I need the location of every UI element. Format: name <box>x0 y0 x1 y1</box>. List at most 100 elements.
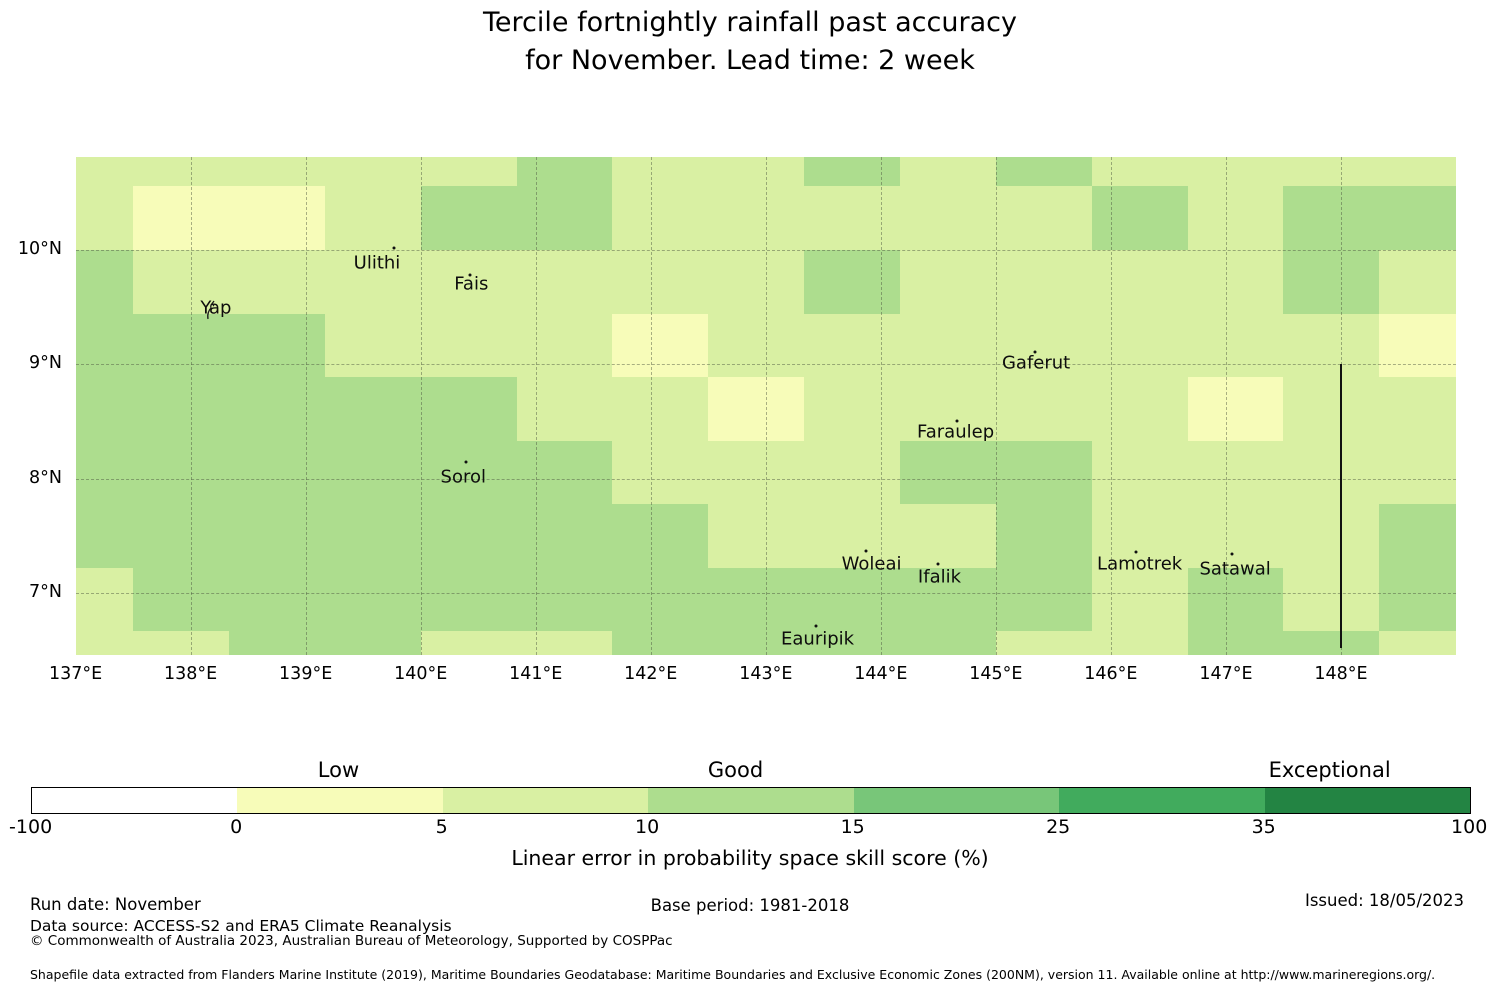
island-label: Fais <box>454 273 489 295</box>
heatmap-cell <box>1379 377 1456 441</box>
heatmap-cell <box>900 313 996 378</box>
heatmap-cell <box>324 186 421 250</box>
map-plot-area: Yap Ulithi Fais Sorol Gaferut Faraulep Woleai I… <box>75 157 1456 655</box>
heatmap-cell <box>708 249 805 314</box>
heatmap-cell <box>708 631 805 655</box>
longitude-gridline <box>765 157 767 655</box>
colorbar-segment <box>237 788 443 813</box>
colorbar-axis-label: Linear error in probability space skill … <box>511 846 989 870</box>
heatmap-cell <box>708 377 805 441</box>
chart-title: Tercile fortnightly rainfall past accura… <box>0 4 1500 80</box>
longitude-gridline <box>305 157 307 655</box>
heatmap-cell <box>324 567 421 632</box>
heatmap-cell <box>900 440 996 505</box>
heatmap-cell <box>612 186 709 250</box>
island-label: Lamotrek <box>1097 553 1183 575</box>
heatmap-cell <box>804 440 901 505</box>
heatmap-cell <box>1379 157 1456 187</box>
heatmap-cell <box>420 631 517 655</box>
x-tick-label: 142°E <box>624 664 678 684</box>
heatmap-cell <box>900 249 996 314</box>
colorbar-segment <box>31 788 238 813</box>
heatmap-cell <box>1283 186 1380 250</box>
heatmap-cell <box>612 313 709 378</box>
heatmap-cell <box>1283 249 1380 314</box>
island-outline-icon <box>207 300 215 320</box>
heatmap-cell <box>1283 504 1380 568</box>
heatmap-cell <box>995 186 1092 250</box>
heatmap-cell <box>1283 440 1380 505</box>
heatmap-cell <box>1379 313 1456 378</box>
colorbar-tick-label: 5 <box>435 816 448 838</box>
island-dot-marker <box>468 273 472 277</box>
heatmap-cell <box>75 313 134 378</box>
heatmap-cell <box>1283 377 1380 441</box>
heatmap-cell <box>612 440 709 505</box>
heatmap-cell <box>133 157 229 187</box>
heatmap-cell <box>75 186 134 250</box>
heatmap-cell <box>612 157 709 187</box>
heatmap-cell <box>1091 440 1188 505</box>
heatmap-cell <box>1091 157 1188 187</box>
island-dot-marker <box>392 246 396 250</box>
heatmap-cell <box>516 157 613 187</box>
island-dot-marker <box>864 549 868 553</box>
heatmap-cell <box>708 157 805 187</box>
heatmap-cell <box>228 186 325 250</box>
island-dot-marker <box>1033 350 1037 354</box>
heatmap-cell <box>804 313 901 378</box>
heatmap-cell <box>1187 313 1284 378</box>
heatmap-cell <box>804 631 901 655</box>
longitude-gridline <box>1225 157 1227 655</box>
colorbar <box>30 787 1472 814</box>
colorbar-tick-label: 10 <box>635 816 660 838</box>
chart-title-line2: for November. Lead time: 2 week <box>525 45 975 76</box>
island-label: Sorol <box>440 466 486 488</box>
heatmap-cell <box>1379 567 1456 632</box>
longitude-gridline <box>535 157 537 655</box>
colorbar-tick-label: 100 <box>1451 816 1488 838</box>
heatmap-cell <box>1091 313 1188 378</box>
heatmap-cell <box>228 249 325 314</box>
island-label: Woleai <box>841 553 902 575</box>
island-label: Gaferut <box>1001 352 1071 374</box>
heatmap-cell <box>1379 249 1456 314</box>
heatmap-cell <box>516 504 613 568</box>
eez-boundary-line <box>1339 363 1342 648</box>
heatmap-cell <box>1187 377 1284 441</box>
heatmap-cell <box>420 313 517 378</box>
footer-run-date: Run date: November <box>30 895 201 914</box>
heatmap-cell <box>133 567 229 632</box>
colorbar-segment <box>1059 788 1265 813</box>
heatmap-cell <box>75 249 134 314</box>
footer-base-period: Base period: 1981-2018 <box>650 896 850 915</box>
heatmap-cell <box>228 377 325 441</box>
heatmap-cell <box>708 440 805 505</box>
heatmap-cell <box>516 313 613 378</box>
heatmap-cell <box>1283 567 1380 632</box>
heatmap-cell <box>1283 313 1380 378</box>
heatmap-cell <box>1091 377 1188 441</box>
heatmap-cell <box>516 249 613 314</box>
heatmap-cell <box>708 504 805 568</box>
heatmap-cell <box>900 186 996 250</box>
heatmap-cell <box>133 504 229 568</box>
heatmap-cell <box>516 186 613 250</box>
x-tick-label: 141°E <box>509 664 563 684</box>
heatmap-cell <box>900 157 996 187</box>
latitude-gridline <box>75 364 1456 366</box>
heatmap-cell <box>900 631 996 655</box>
heatmap-cell <box>1379 186 1456 250</box>
heatmap-cell <box>75 567 134 632</box>
heatmap-cell <box>804 186 901 250</box>
colorbar-segment <box>1264 788 1471 813</box>
heatmap-cell <box>420 377 517 441</box>
heatmap-cell <box>612 567 709 632</box>
x-tick-label: 139°E <box>279 664 333 684</box>
heatmap-cell <box>133 440 229 505</box>
heatmap-cell <box>804 157 901 187</box>
heatmap-cell <box>995 157 1092 187</box>
heatmap-cell <box>612 377 709 441</box>
heatmap-cell <box>1091 567 1188 632</box>
